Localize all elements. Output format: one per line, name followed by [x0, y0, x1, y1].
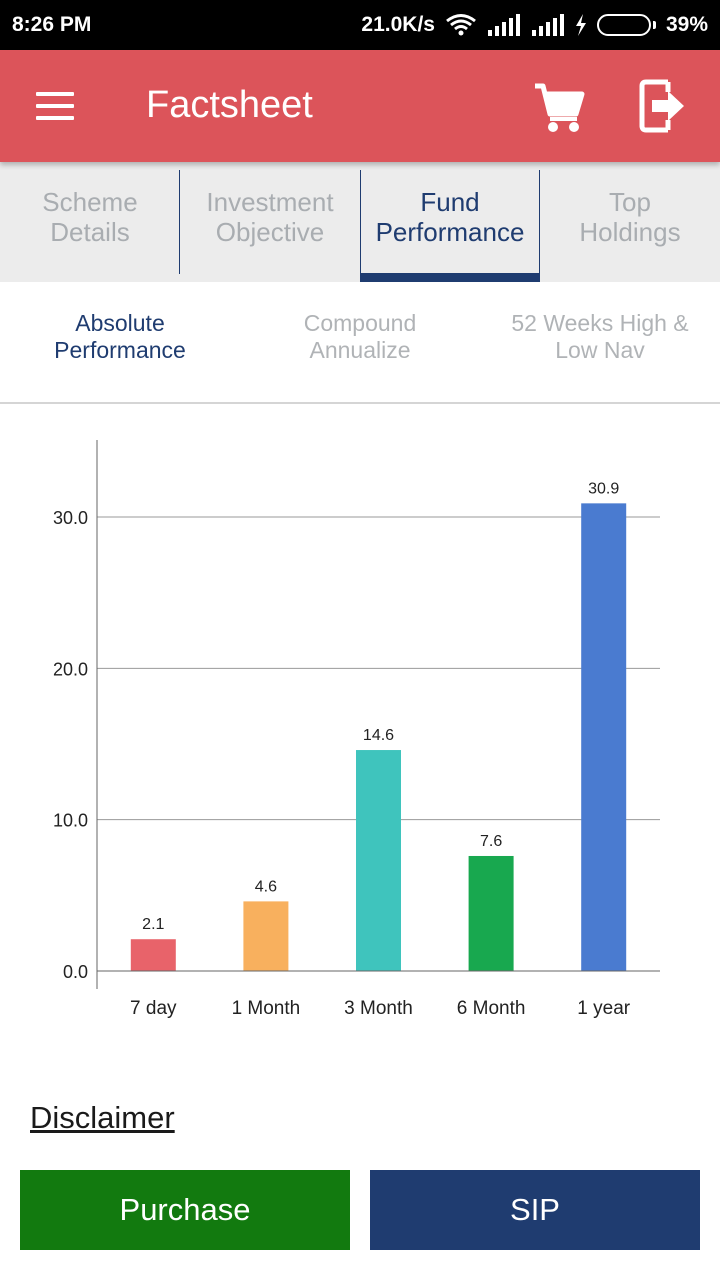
tab-label: Performance [375, 217, 525, 247]
data-label: 30.9 [588, 480, 619, 497]
bar[interactable] [581, 503, 627, 971]
battery-percent: 39% [665, 13, 708, 36]
y-tick-label: 0.0 [63, 962, 88, 982]
cart-icon[interactable] [532, 80, 586, 134]
disclaimer-link[interactable]: Disclaimer [30, 1100, 175, 1135]
tab-bar: Scheme Details Investment Objective Fund Pe… [0, 162, 720, 282]
y-tick-label: 10.0 [53, 811, 88, 831]
x-tick-label: 6 Month [457, 998, 526, 1019]
y-tick-label: 20.0 [53, 659, 88, 679]
status-bar: 8:26 PM 21.0K/s [0, 0, 720, 50]
data-label: 7.6 [480, 833, 502, 850]
subtab-label: Compound [303, 310, 417, 336]
x-tick-label: 7 day [130, 998, 177, 1019]
data-label: 4.6 [255, 878, 277, 895]
tab-label: Objective [215, 217, 325, 247]
tab-label: Holdings [579, 217, 681, 247]
signal-icon [487, 14, 521, 36]
menu-icon[interactable] [36, 92, 76, 122]
app-bar: Factsheet [0, 50, 720, 162]
battery-icon [596, 14, 656, 36]
tab-label: Top [609, 187, 651, 217]
tab-label: Details [50, 217, 130, 247]
tab-fund-performance[interactable]: Fund Performance [360, 162, 540, 282]
sub-tab-bar: Absolute Performance Compound Annualize 52… [0, 282, 720, 404]
tab-label: Scheme [42, 187, 138, 217]
subtab-label: Annualize [309, 337, 411, 363]
subtab-compound-annualize[interactable]: Compound Annualize [240, 282, 480, 402]
charging-icon [575, 14, 587, 36]
data-label: 14.6 [363, 727, 394, 744]
bar[interactable] [130, 939, 176, 971]
bar[interactable] [468, 855, 514, 971]
tab-scheme-details[interactable]: Scheme Details [0, 162, 180, 282]
subtab-52-weeks-high-low-nav[interactable]: 52 Weeks High & Low Nav [480, 282, 720, 402]
subtab-absolute-performance[interactable]: Absolute Performance [0, 282, 240, 402]
bar[interactable] [243, 901, 289, 971]
x-tick-label: 1 Month [232, 998, 301, 1019]
subtab-label: Absolute [75, 310, 165, 336]
subtab-label: 52 Weeks High & [511, 310, 689, 336]
y-tick-label: 30.0 [53, 508, 88, 528]
signal-icon [531, 14, 565, 36]
subtab-label: Low Nav [555, 337, 645, 363]
tab-label: Investment [206, 187, 334, 217]
tab-top-holdings[interactable]: Top Holdings [540, 162, 720, 282]
x-tick-label: 3 Month [344, 998, 413, 1019]
bar[interactable] [356, 750, 401, 971]
subtab-label: Performance [54, 337, 186, 363]
data-label: 2.1 [142, 916, 164, 933]
bar-chart: 0.0 10.0 20.0 30.0 2.1 7 day 4.6 1 Month 14.6 3 M… [53, 440, 660, 1019]
wifi-icon [445, 13, 477, 37]
x-tick-label: 1 year [577, 998, 630, 1019]
status-time: 8:26 PM [12, 13, 92, 36]
purchase-button[interactable]: Purchase [20, 1170, 350, 1250]
page-title: Factsheet [146, 84, 313, 126]
sip-button[interactable]: SIP [370, 1170, 700, 1250]
performance-chart: 0.0 10.0 20.0 30.0 2.1 7 day 4.6 1 Month 14.6 3 M… [0, 440, 720, 1040]
network-speed: 21.0K/s [361, 13, 435, 36]
status-right: 21.0K/s [361, 13, 708, 37]
tab-investment-objective[interactable]: Investment Objective [180, 162, 360, 282]
tab-label: Fund [420, 187, 480, 217]
logout-icon[interactable] [638, 78, 688, 134]
